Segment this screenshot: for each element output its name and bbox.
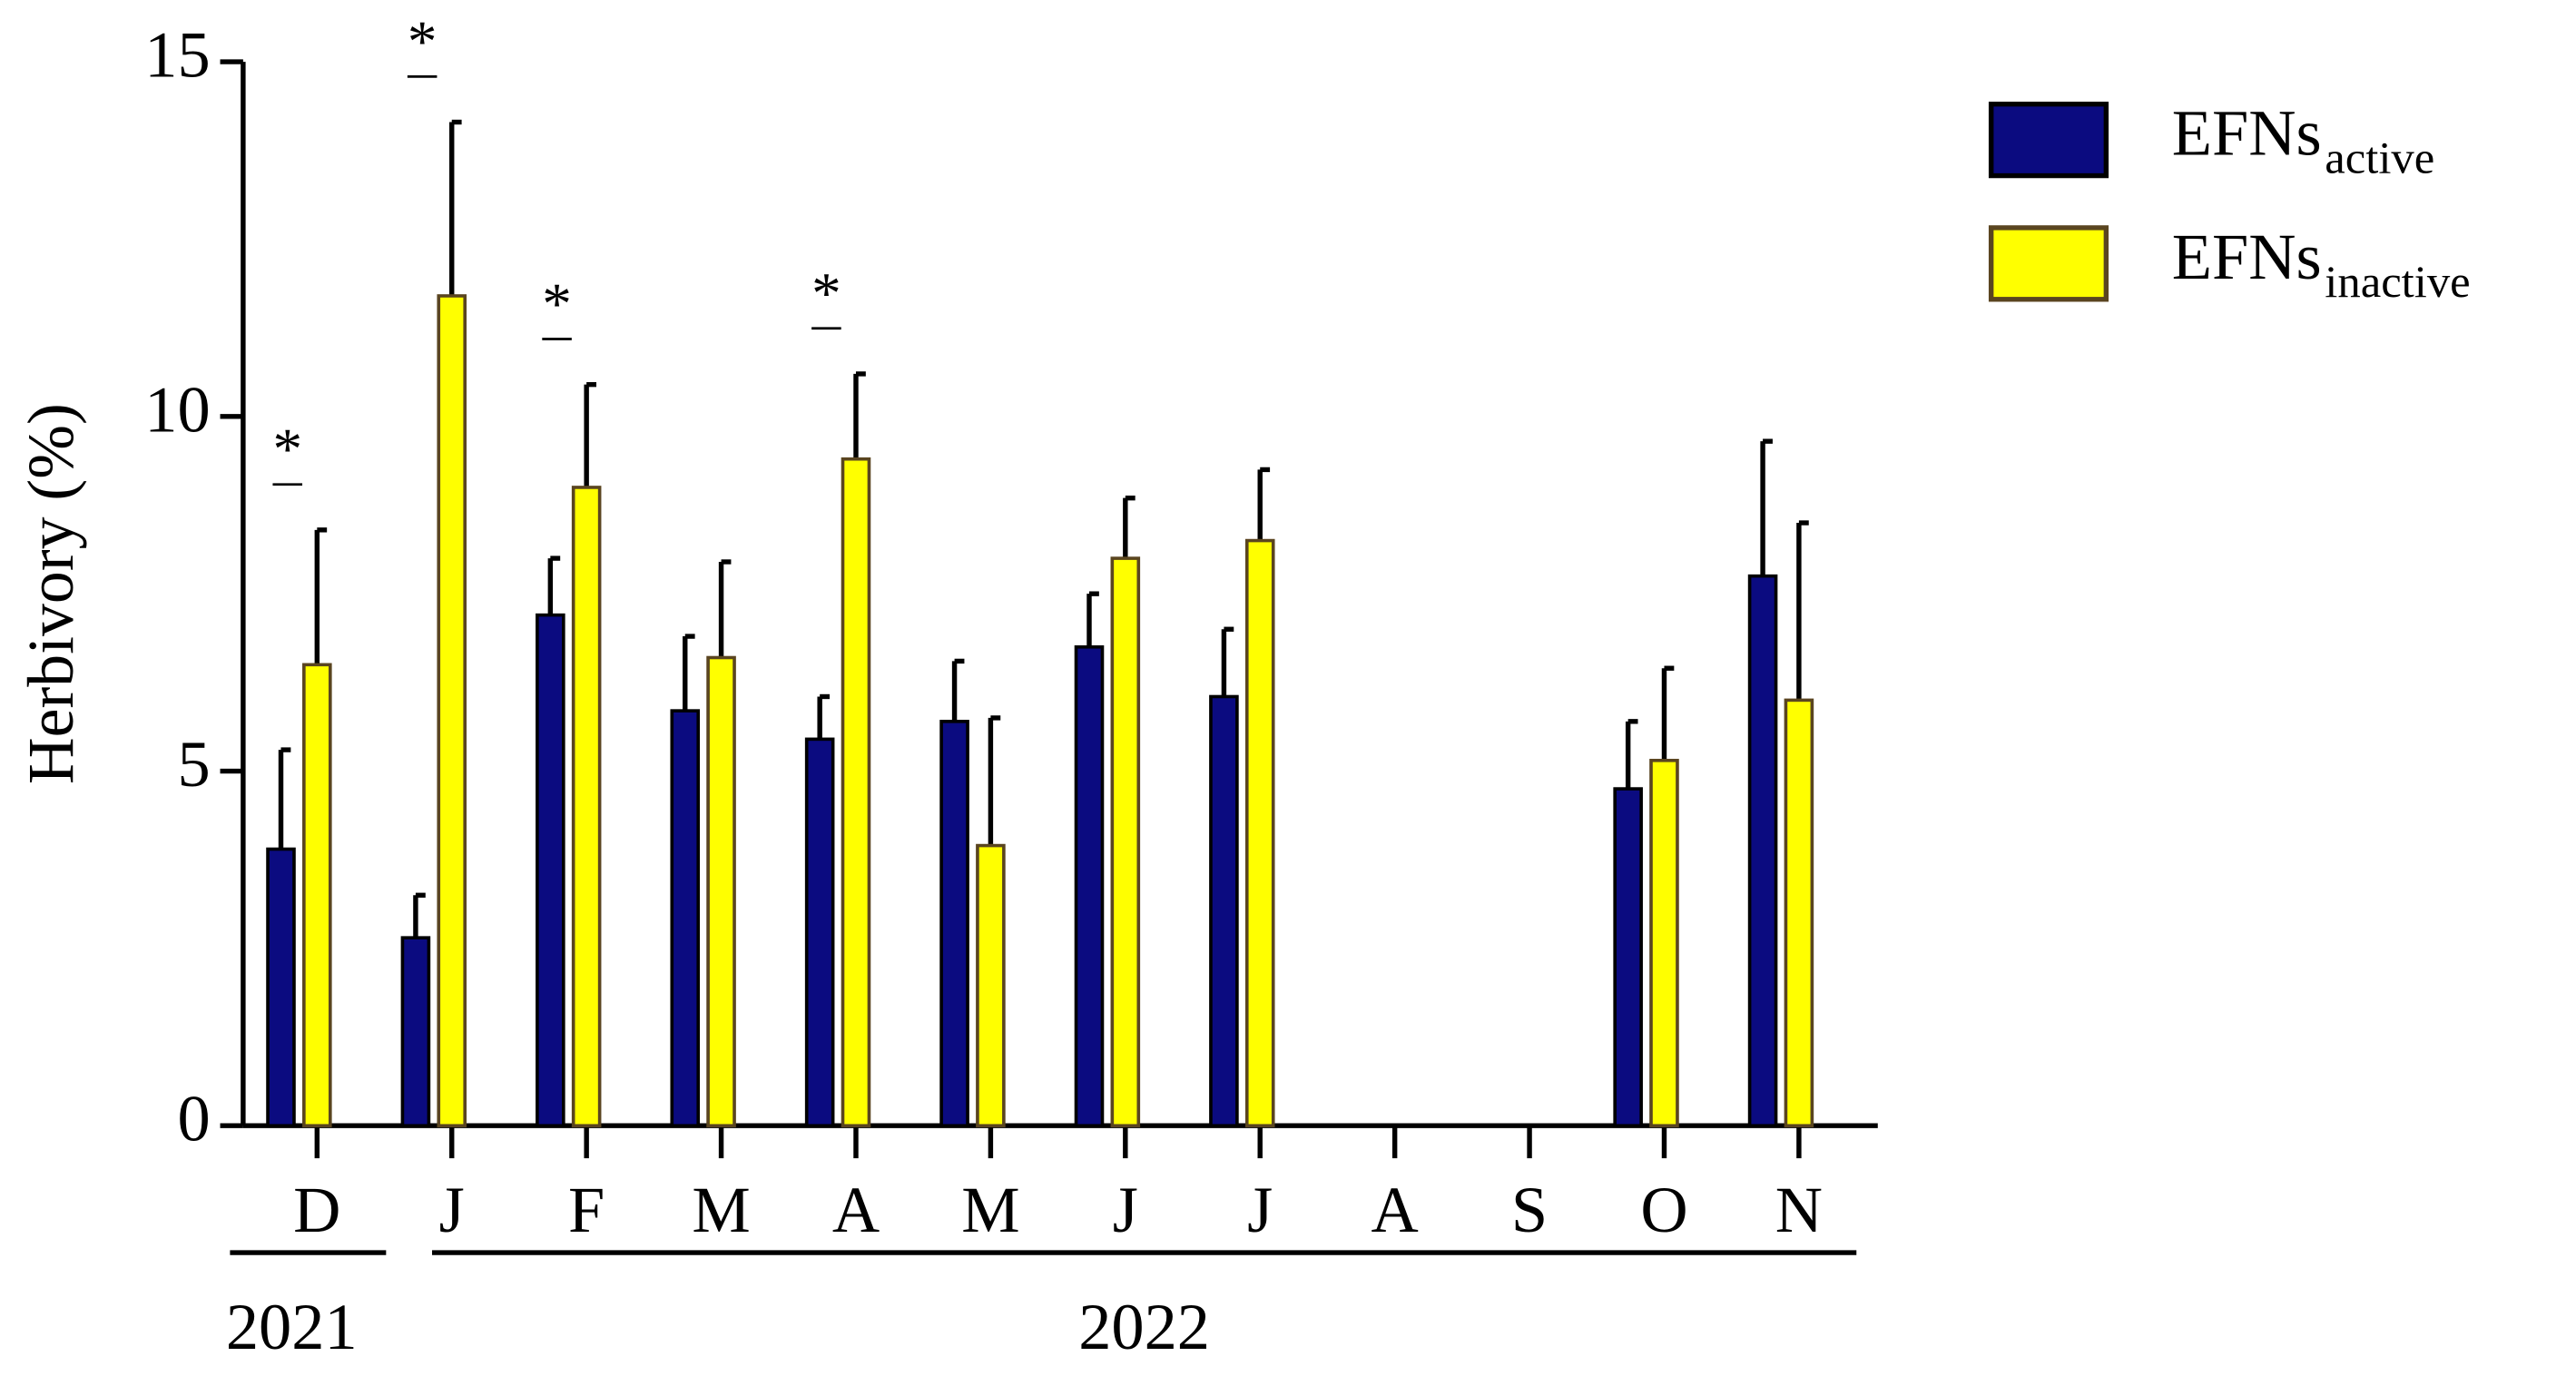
bar	[571, 486, 602, 1128]
bar	[706, 655, 736, 1128]
bar	[400, 936, 431, 1128]
x-tick-label: O	[1640, 1174, 1687, 1246]
bar	[841, 457, 871, 1128]
legend-swatch	[1988, 102, 2109, 179]
bar	[1649, 759, 1679, 1128]
x-tick-label: M	[692, 1174, 750, 1246]
legend-subscript: active	[2325, 133, 2434, 183]
x-tick-label: S	[1511, 1174, 1548, 1246]
x-tick-label: M	[961, 1174, 1019, 1246]
bar	[266, 847, 296, 1128]
bar	[1613, 787, 1643, 1128]
y-axis-label: Herbivory (%)	[15, 403, 87, 784]
x-tick-label: J	[439, 1174, 465, 1246]
y-tick-label: 5	[177, 728, 210, 801]
significance-mark: *	[272, 417, 302, 482]
y-tick-label: 15	[144, 19, 210, 92]
bar	[670, 709, 701, 1128]
legend-subscript: inactive	[2325, 256, 2470, 307]
bar	[939, 720, 969, 1128]
x-tick-label: J	[1247, 1174, 1273, 1246]
legend-swatch	[1988, 225, 2109, 302]
bar	[1747, 574, 1778, 1128]
x-tick-label: A	[832, 1174, 880, 1246]
bar	[536, 613, 565, 1128]
bar	[1209, 694, 1239, 1128]
bar	[804, 737, 835, 1128]
bar	[976, 843, 1006, 1128]
significance-mark: *	[542, 271, 572, 337]
x-tick-label: D	[293, 1174, 340, 1246]
y-tick-label: 0	[177, 1083, 210, 1155]
y-tick-label: 10	[144, 374, 210, 447]
bar	[437, 294, 467, 1128]
significance-mark: *	[811, 261, 841, 327]
bar	[302, 663, 332, 1128]
group-label: 2021	[226, 1291, 358, 1363]
bar	[1784, 698, 1814, 1128]
x-tick-label: A	[1372, 1174, 1419, 1246]
significance-mark: *	[408, 9, 438, 74]
x-tick-label: J	[1113, 1174, 1138, 1246]
bar	[1074, 644, 1105, 1128]
x-tick-label: F	[568, 1174, 605, 1246]
group-label: 2022	[1078, 1291, 1210, 1363]
legend-label: EFNs	[2172, 221, 2322, 293]
bar	[1110, 556, 1141, 1128]
legend-label: EFNs	[2172, 97, 2322, 170]
x-tick-label: N	[1775, 1174, 1823, 1246]
bar	[1244, 538, 1275, 1128]
